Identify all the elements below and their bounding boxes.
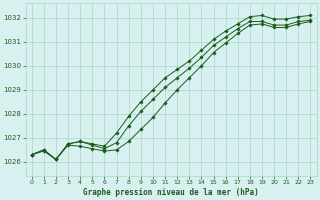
X-axis label: Graphe pression niveau de la mer (hPa): Graphe pression niveau de la mer (hPa) <box>83 188 259 197</box>
